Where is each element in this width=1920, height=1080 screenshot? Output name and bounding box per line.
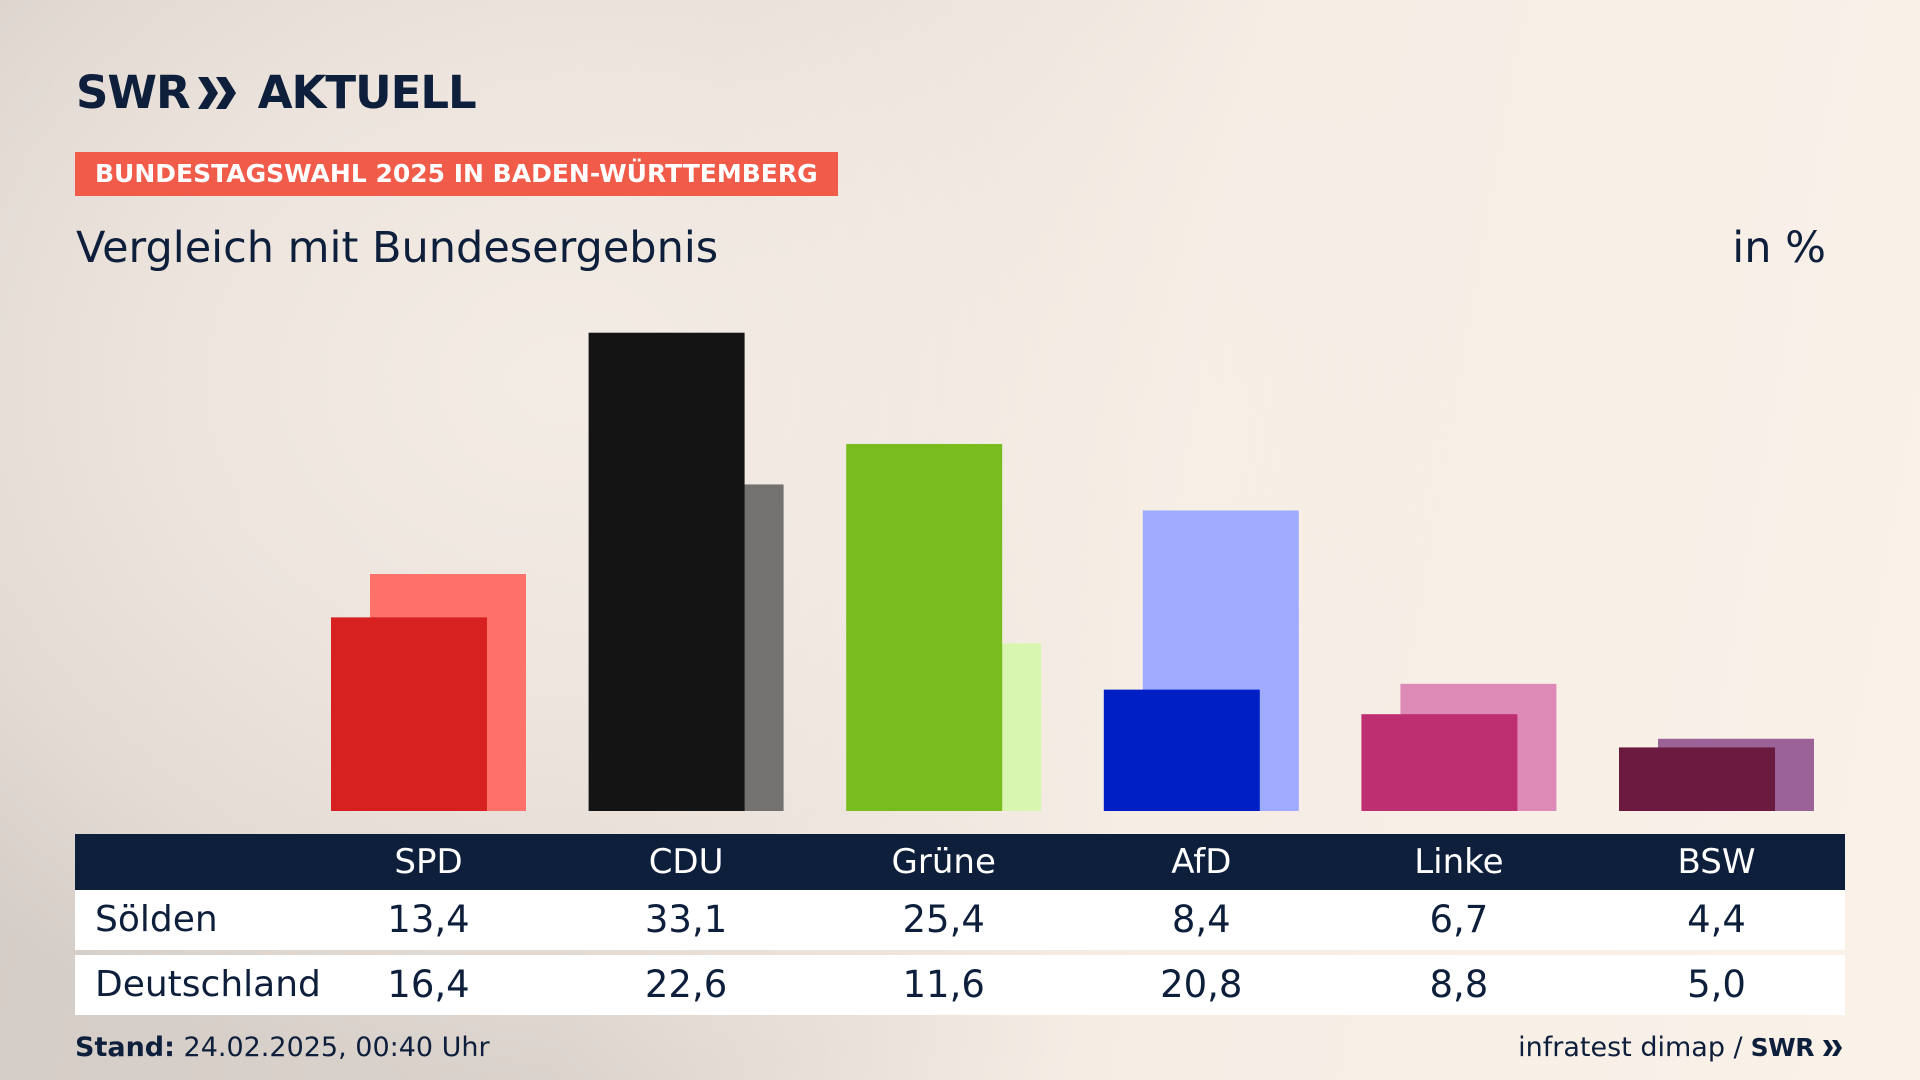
column-header-spd: SPD (394, 842, 463, 882)
table-row: Deutschland 16,4 22,6 11,6 20,8 8,8 5,0 (75, 955, 1845, 1015)
timestamp: Stand: 24.02.2025, 00:40 Uhr (75, 1028, 490, 1068)
table-cell: 33,1 (644, 898, 728, 941)
footer-swr-logo: SWR (1750, 1033, 1815, 1062)
column-header-bsw: BSW (1677, 842, 1756, 882)
row-label-deutschland: Deutschland (95, 964, 321, 1005)
bar-soelden-grüne (846, 443, 1003, 811)
stand-value: 24.02.2025, 00:40 Uhr (183, 1032, 490, 1063)
table-cell: 20,8 (1160, 963, 1243, 1006)
row-label-soelden: Sölden (95, 899, 218, 940)
table-cell: 5,0 (1687, 963, 1746, 1006)
table-row: Sölden 13,4 33,1 25,4 8,4 6,7 4,4 (75, 890, 1845, 950)
column-header-cdu: CDU (648, 842, 724, 882)
table-cell: 8,4 (1171, 898, 1231, 941)
column-header-linke: Linke (1414, 842, 1504, 882)
stand-label: Stand: (75, 1032, 175, 1063)
source-text: infratest dimap / (1518, 1032, 1743, 1063)
election-badge: BUNDESTAGSWAHL 2025 IN BADEN-WÜRTTEMBERG (75, 152, 838, 196)
column-header-grüne: Grüne (891, 842, 996, 882)
bar-soelden-linke (1361, 714, 1518, 811)
results-table: SPD CDU Grüne AfD Linke BSW Sölden 13,4 33,1 25… (75, 834, 1845, 1015)
bar-soelden-afd (1103, 689, 1260, 811)
bar-soelden-cdu (588, 332, 745, 811)
logo-swr-text: SWR (76, 66, 191, 119)
bar-soelden-spd (331, 617, 487, 811)
table-cell: 22,6 (644, 963, 728, 1006)
table-cell: 16,4 (387, 963, 470, 1006)
table-cell: 25,4 (902, 898, 985, 941)
table-cell: 4,4 (1687, 898, 1746, 941)
table-cell: 8,8 (1429, 963, 1489, 1006)
unit-label: in % (1732, 223, 1826, 273)
logo-aktuell-text: AKTUELL (257, 66, 477, 119)
column-header-afd: AfD (1171, 842, 1232, 882)
table-cell: 11,6 (902, 963, 985, 1006)
double-chevron-icon (197, 77, 236, 109)
bar-soelden-bsw (1619, 747, 1775, 811)
source-credit: infratest dimap / SWR (1518, 1028, 1844, 1068)
footer-double-chevron-icon (1823, 1040, 1842, 1056)
chart-title: Vergleich mit Bundesergebnis (76, 223, 719, 273)
table-cell: 13,4 (387, 898, 470, 941)
table-cell: 6,7 (1429, 898, 1489, 941)
swr-aktuell-logo: SWR AKTUELL (76, 66, 477, 119)
table-header: SPD CDU Grüne AfD Linke BSW (75, 834, 1845, 890)
